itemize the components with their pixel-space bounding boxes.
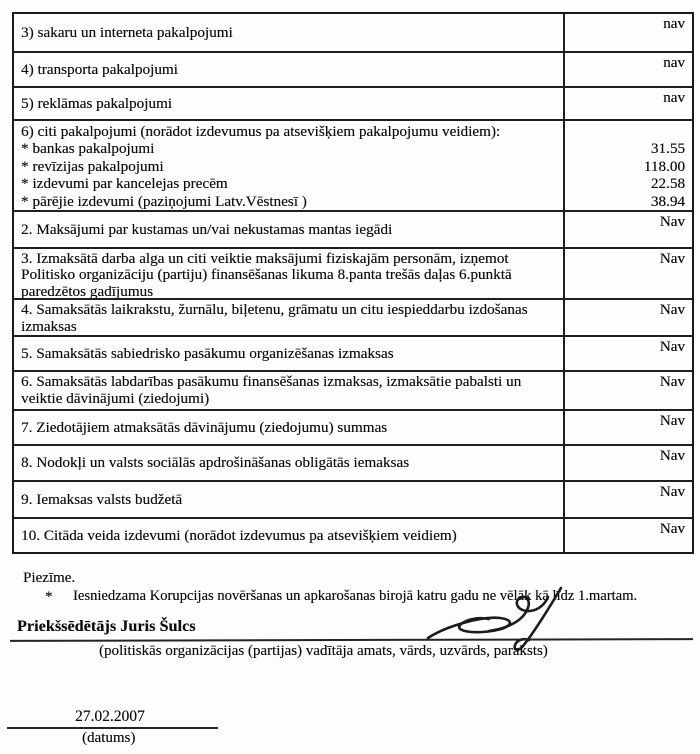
sub-item-label: * bankas pakalpojumi xyxy=(21,140,155,158)
sub-item-label: * izdevumi par kancelejas precēm xyxy=(21,175,228,193)
table-row: 9. Iemaksas valsts budžetā Nav xyxy=(14,480,692,517)
table-row: 4) transporta pakalpojumi nav xyxy=(14,51,692,86)
row-value-cell: 31.55 118.00 22.58 38.94 xyxy=(565,121,692,210)
table-row: 5. Samaksātās sabiedrisko pasākumu organ… xyxy=(14,335,692,370)
table-row: 3) sakaru un interneta pakalpojumi nav xyxy=(14,14,692,51)
row-label: 2. Maksājumi par kustamas un/vai nekusta… xyxy=(21,220,393,238)
table-row: 7. Ziedotājiem atmaksātās dāvinājumu (zi… xyxy=(14,409,692,444)
table-row: 2. Maksājumi par kustamas un/vai nekusta… xyxy=(14,210,692,247)
row-label: 6. Samaksātās labdarības pasākumu finans… xyxy=(21,373,522,407)
row-label-cell: 4) transporta pakalpojumi xyxy=(14,53,565,86)
sub-item-value: 22.58 xyxy=(650,175,685,193)
row-value: nav xyxy=(663,89,685,106)
row-label: 9. Iemaksas valsts budžetā xyxy=(21,490,183,508)
row-label-cell: 8. Nodokļi un valsts sociālās apdrošināš… xyxy=(14,446,565,480)
chairman-name: Priekšsēdētājs Juris Šulcs xyxy=(17,618,196,635)
row-value: Nav xyxy=(659,412,685,429)
row-label: 5. Samaksātās sabiedrisko pasākumu organ… xyxy=(21,344,394,362)
date-caption: (datums) xyxy=(82,730,136,746)
table-row-other-services: 6) citi pakalpojumi (norādot izdevumus p… xyxy=(14,119,692,210)
row-header: 6) citi pakalpojumi (norādot izdevumus p… xyxy=(21,123,501,140)
row-value: Nav xyxy=(659,338,685,355)
row-label: 10. Citāda veida izdevumi (norādot izdev… xyxy=(21,526,457,544)
row-label-cell: 7. Ziedotājiem atmaksātās dāvinājumu (zi… xyxy=(14,411,565,444)
row-label-cell: 3. Izmaksātā darba alga un citi veiktie … xyxy=(14,249,565,298)
expenses-table: 3) sakaru un interneta pakalpojumi nav 4… xyxy=(12,12,694,554)
signature-caption: (politiskās organizācijas (partijas) vad… xyxy=(99,643,548,659)
table-row: 8. Nodokļi un valsts sociālās apdrošināš… xyxy=(14,444,692,480)
table-row: 3. Izmaksātā darba alga un citi veiktie … xyxy=(14,247,692,298)
sub-item-label: * pārējie izdevumi (paziņojumi Latv.Vēst… xyxy=(21,192,307,210)
table-row: 5) reklāmas pakalpojumi nav xyxy=(14,86,692,119)
row-value: Nav xyxy=(659,250,685,267)
row-label: 7. Ziedotājiem atmaksātās dāvinājumu (zi… xyxy=(21,418,388,436)
date-value: 27.02.2007 xyxy=(75,708,145,725)
row-value: nav xyxy=(663,15,685,32)
row-label-cell: 9. Iemaksas valsts budžetā xyxy=(14,482,565,517)
date-rule xyxy=(7,727,218,729)
row-value: Nav xyxy=(659,301,685,318)
sub-item-value: 38.94 xyxy=(650,192,685,210)
row-value: Nav xyxy=(659,483,685,500)
row-label-cell: 5. Samaksātās sabiedrisko pasākumu organ… xyxy=(14,337,565,370)
signature-rule xyxy=(9,638,694,642)
row-value: Nav xyxy=(659,213,685,230)
row-label: 8. Nodokļi un valsts sociālās apdrošināš… xyxy=(21,454,410,472)
row-label-cell: 4. Samaksātās laikrakstu, žurnālu, biļet… xyxy=(14,300,565,335)
row-label-cell: 5) reklāmas pakalpojumi xyxy=(14,88,565,119)
row-value: Nav xyxy=(659,447,685,464)
row-value: Nav xyxy=(659,373,685,390)
row-label-cell: 2. Maksājumi par kustamas un/vai nekusta… xyxy=(14,212,565,247)
row-label: 4) transporta pakalpojumi xyxy=(21,60,178,78)
sub-item-label: * revīzijas pakalpojumi xyxy=(21,157,164,175)
note-bullet: * xyxy=(45,589,53,605)
row-label-cell: 6. Samaksātās labdarības pasākumu finans… xyxy=(14,372,565,409)
row-value: nav xyxy=(663,54,685,71)
sub-item-value: 31.55 xyxy=(650,140,685,158)
row-label: 3) sakaru un interneta pakalpojumi xyxy=(21,23,233,41)
table-row: 10. Citāda veida izdevumi (norādot izdev… xyxy=(14,517,692,552)
empty-line xyxy=(567,123,685,140)
row-label-cell: 10. Citāda veida izdevumi (norādot izdev… xyxy=(14,519,565,552)
table-row: 4. Samaksātās laikrakstu, žurnālu, biļet… xyxy=(14,298,692,335)
note-text: Iesniedzama Korupcijas novēršanas un apk… xyxy=(73,588,638,604)
sub-item-value: 118.00 xyxy=(643,157,685,175)
row-label-cell: 6) citi pakalpojumi (norādot izdevumus p… xyxy=(14,121,565,210)
row-label: 4. Samaksātās laikrakstu, žurnālu, biļet… xyxy=(21,301,528,335)
row-label-cell: 3) sakaru un interneta pakalpojumi xyxy=(14,14,565,51)
row-label: 3. Izmaksātā darba alga un citi veiktie … xyxy=(21,250,512,298)
row-value: Nav xyxy=(659,520,685,537)
row-label: 5) reklāmas pakalpojumi xyxy=(21,94,172,112)
table-row: 6. Samaksātās labdarības pasākumu finans… xyxy=(14,370,692,409)
note-title: Piezīme. xyxy=(23,570,76,586)
